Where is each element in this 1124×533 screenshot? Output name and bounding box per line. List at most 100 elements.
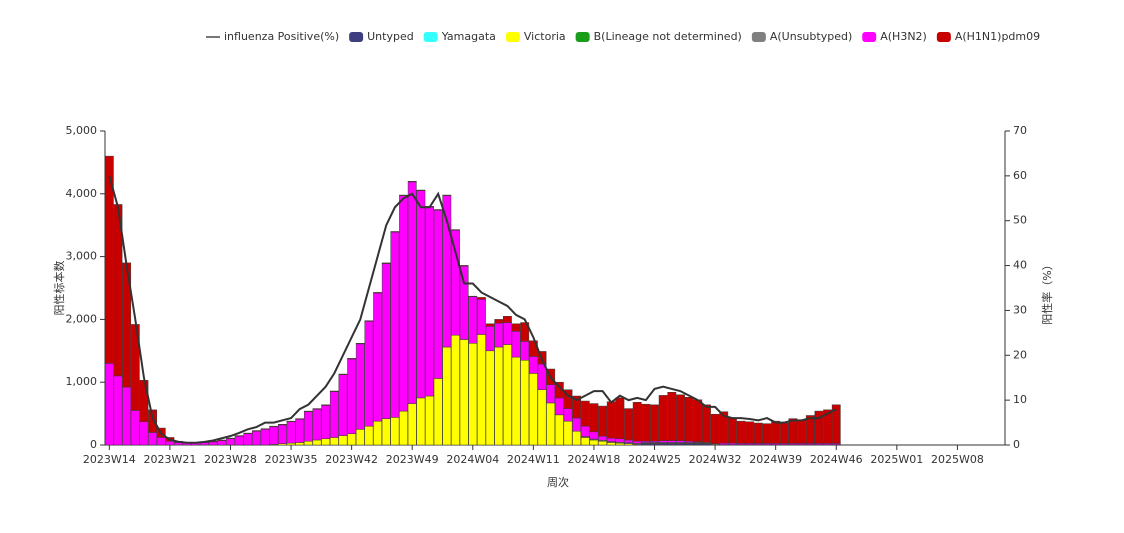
bar-segment: [485, 350, 495, 446]
bar-segment: [745, 421, 755, 444]
bar-segment: [104, 363, 114, 446]
x-tick-label: 2024W25: [628, 453, 681, 466]
bar-segment: [606, 401, 616, 439]
bar-segment: [658, 440, 668, 443]
bar-segment: [485, 323, 495, 327]
bar-segment: [788, 418, 798, 444]
x-tick-label: 2024W04: [446, 453, 499, 466]
bar-segment: [528, 373, 538, 446]
bar-segment: [494, 319, 504, 324]
bar-segment: [156, 437, 166, 446]
bar-segment: [399, 194, 408, 196]
x-tick-label: 2023W42: [325, 453, 378, 466]
y2-tick-label: 40: [1013, 259, 1027, 272]
bar-segment: [485, 326, 495, 352]
bar-segment: [390, 231, 400, 418]
bar-segment: [347, 358, 357, 360]
legend-label: B(Lineage not determined): [594, 30, 742, 43]
legend-label: influenza Positive(%): [224, 30, 339, 43]
bar-segment: [468, 296, 478, 344]
bar-segment: [286, 420, 296, 423]
bar-segment: [407, 181, 417, 404]
bar-segment: [520, 322, 530, 342]
bar-segment: [641, 403, 651, 442]
y2-axis-label: 阳性率（%）: [1040, 259, 1054, 324]
bar-segment: [399, 410, 408, 446]
x-tick-label: 2023W49: [386, 453, 439, 466]
bar-segment: [381, 262, 391, 264]
bar-segment: [278, 424, 287, 444]
x-tick-label: 2025W08: [931, 453, 984, 466]
bar-segment: [702, 404, 711, 443]
bar-segment: [303, 440, 313, 446]
bar-segment: [364, 425, 374, 446]
bar-segment: [355, 429, 365, 446]
bar-segment: [373, 292, 383, 294]
bar-segment: [667, 391, 677, 441]
bar-segment: [148, 409, 157, 433]
bar-segment: [347, 358, 357, 434]
bar-segment: [520, 341, 530, 361]
bar-segment: [286, 442, 296, 446]
bar-segment: [546, 384, 556, 404]
bar-segment: [425, 395, 434, 446]
bar-segment: [537, 389, 547, 446]
bar-segment: [589, 403, 599, 433]
bar-segment: [598, 435, 608, 441]
bar-segment: [295, 442, 305, 446]
bar-segment: [494, 346, 504, 446]
bar-segment: [416, 190, 426, 399]
legend-swatch: [423, 32, 438, 42]
bar-segment: [511, 356, 521, 446]
bar-segment: [234, 435, 244, 446]
bar-segment: [554, 414, 564, 446]
bar-segment: [407, 180, 417, 183]
bar-segment: [667, 440, 677, 443]
x-tick-label: 2024W39: [749, 453, 802, 466]
y2-tick-label: 60: [1013, 169, 1027, 182]
bar-segment: [658, 395, 668, 441]
bar-segment: [338, 435, 348, 446]
bar-segment: [364, 320, 374, 322]
bar-segment: [373, 292, 383, 422]
y-tick-label: 2,000: [66, 312, 98, 325]
x-tick-label: 2024W18: [568, 453, 621, 466]
bar-segment: [762, 423, 772, 444]
bar-segment: [321, 405, 331, 439]
legend-swatch: [505, 32, 520, 42]
bar-segment: [355, 343, 365, 345]
y-axis-label: 阳性标本数: [52, 261, 66, 316]
bar-segment: [217, 440, 227, 446]
bar-segment: [511, 323, 521, 332]
bar-segment: [676, 440, 685, 443]
legend-label: Victoria: [524, 30, 566, 43]
bar-segment: [598, 405, 608, 437]
y2-tick-label: 20: [1013, 348, 1027, 361]
bar-segment: [503, 322, 512, 345]
bar-segment: [295, 419, 305, 443]
bar-segment: [381, 263, 391, 419]
bar-segment: [390, 231, 400, 233]
bar-segment: [528, 356, 538, 374]
x-tick-label: 2023W21: [143, 453, 196, 466]
bar-segment: [451, 334, 460, 446]
bar-segment: [624, 408, 633, 441]
bar-segment: [329, 390, 339, 392]
bar-segment: [632, 440, 642, 444]
bar-segment: [217, 439, 227, 441]
y2-tick-label: 70: [1013, 124, 1027, 137]
bar-segment: [580, 437, 590, 446]
bar-segment: [442, 346, 452, 446]
bar-segment: [606, 442, 616, 446]
bar-segment: [148, 432, 157, 446]
bar-segment: [243, 433, 253, 446]
legend-label: A(H3N2): [880, 30, 927, 43]
legend-swatch: [575, 32, 590, 42]
legend-label: A(Unsubtyped): [770, 30, 852, 43]
bar-segment: [676, 394, 685, 441]
x-tick-label: 2024W11: [507, 453, 560, 466]
legend-swatch: [936, 32, 951, 42]
legend-swatch: [862, 32, 877, 42]
bar-segment: [546, 402, 556, 446]
